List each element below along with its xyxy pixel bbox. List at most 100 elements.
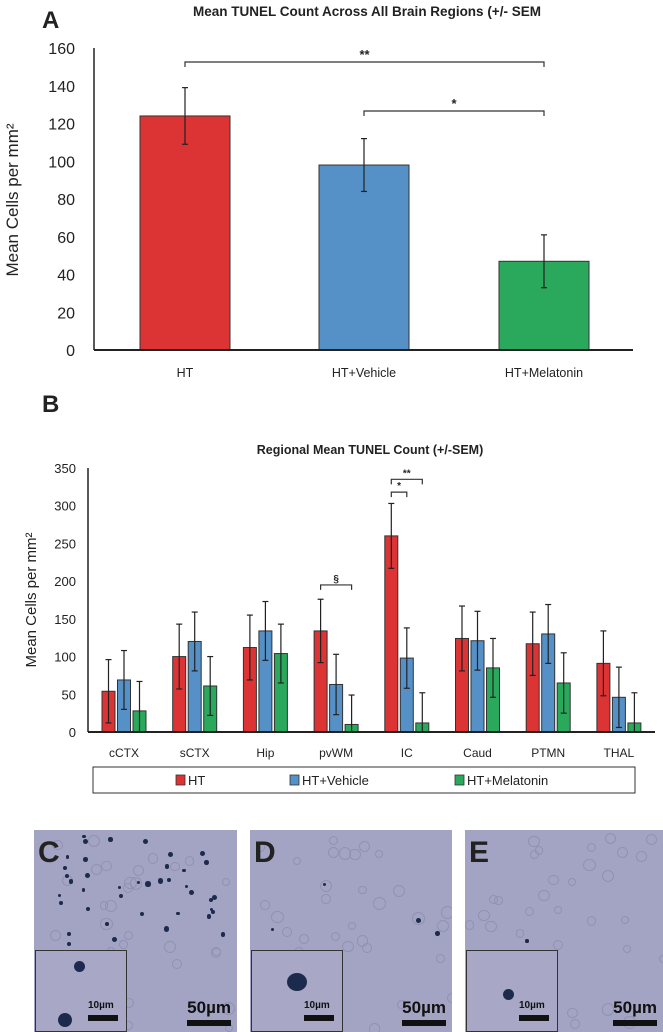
chart-b: 0 50 100 150 200 250 300 350 cCTX sCTX Hip pvWM IC Ca… <box>54 461 655 760</box>
x-tick-label: pvWM <box>319 746 353 760</box>
main-scale-label: 50µm <box>187 998 231 1017</box>
tunel-positive-cell <box>82 835 86 839</box>
significance-bracket <box>320 584 353 590</box>
legend-label: HT <box>188 773 205 788</box>
y-tick-label: 60 <box>57 230 75 247</box>
cell-outline <box>348 921 357 930</box>
chart-b-legend: HT HT+Vehicle HT+Melatonin <box>92 766 636 794</box>
cell-outline <box>602 870 615 883</box>
chart-a-title: Mean TUNEL Count Across All Brain Region… <box>193 4 541 19</box>
cell-outline <box>52 839 63 850</box>
cell-outline <box>375 849 384 858</box>
cell-outline <box>349 848 361 860</box>
cell-outline <box>358 885 367 894</box>
x-tick-label: Hip <box>256 746 274 760</box>
inset-scale-label: 10µm <box>519 1000 545 1011</box>
tunel-positive-cell <box>525 939 529 943</box>
cell-outline <box>524 907 534 917</box>
cell-outline <box>447 992 452 1003</box>
tunel-positive-cell <box>74 961 85 972</box>
micrograph-panel-c: C 10µm 50µm <box>34 830 237 1032</box>
significance-bracket-label: ** <box>403 468 411 479</box>
cell-outline <box>567 1008 578 1019</box>
cell-outline <box>569 1018 581 1030</box>
cell-outline <box>87 834 101 848</box>
y-tick-label: 40 <box>57 268 75 285</box>
tunel-positive-cell <box>83 857 88 862</box>
y-tick-label: 100 <box>54 650 76 665</box>
y-tick-label: 150 <box>54 612 76 627</box>
tunel-positive-cell <box>208 897 213 902</box>
charts: A Mean TUNEL Count Across All Brain Regi… <box>3 4 655 794</box>
y-tick-label: 50 <box>62 687 76 702</box>
cell-outline <box>331 931 341 942</box>
cell-outline <box>299 934 309 944</box>
panel-label: E <box>469 836 490 869</box>
cell-outline <box>184 856 194 866</box>
cell-outline <box>119 940 129 949</box>
inset-magnified: 10µm <box>251 950 343 1032</box>
legend-box <box>92 766 636 794</box>
cell-outline <box>319 879 333 893</box>
cell-outline <box>412 912 425 926</box>
tunel-positive-cell <box>85 907 90 912</box>
cell-outline <box>170 861 180 871</box>
chart-b-ylabel: Mean Cells per mm² <box>23 532 40 667</box>
cell-outline <box>99 917 113 931</box>
tunel-positive-cell <box>84 872 90 878</box>
cell-outline <box>601 1003 615 1016</box>
tunel-positive-cell <box>270 927 274 931</box>
main-scale-label: 50µm <box>613 998 657 1017</box>
tunel-positive-cell <box>105 921 109 926</box>
cell-outline <box>222 877 231 887</box>
x-tick-label: HT <box>177 366 194 380</box>
tunel-positive-cell <box>65 855 70 859</box>
cell-outline <box>123 882 134 894</box>
tunel-positive-cell <box>435 931 440 936</box>
cell-outline <box>441 906 452 919</box>
y-tick-label: 250 <box>54 536 76 551</box>
significance-bracket <box>390 491 408 498</box>
cell-outline <box>356 935 369 948</box>
cell-outline <box>515 929 525 938</box>
tunel-positive-cell <box>415 917 422 924</box>
tunel-positive-cell <box>108 837 113 842</box>
cell-outline <box>292 856 301 866</box>
cell-outline <box>49 929 61 941</box>
cell-outline <box>567 877 577 887</box>
cell-outline <box>548 874 559 886</box>
cell-outline <box>132 865 144 877</box>
tunel-positive-cell <box>83 839 89 845</box>
cell-outline <box>328 836 338 846</box>
significance-bracket <box>184 61 545 67</box>
bar-ht <box>139 115 231 351</box>
tunel-positive-cell <box>206 914 211 919</box>
tunel-positive-cell <box>145 881 151 887</box>
significance-bracket <box>390 478 423 485</box>
inset-scale-bar <box>88 1015 118 1021</box>
x-tick-label: PTMN <box>531 746 565 760</box>
cell-outline <box>616 846 629 859</box>
y-tick-label: 120 <box>48 117 75 134</box>
cell-outline <box>271 910 284 924</box>
cell-outline <box>255 842 266 852</box>
bar-ht-vehicle <box>318 164 410 351</box>
tunel-positive-cell <box>57 894 61 898</box>
tunel-positive-cell <box>204 860 210 865</box>
panel-label: D <box>254 836 276 869</box>
cell-outline <box>465 920 475 930</box>
tunel-positive-cell <box>167 851 174 858</box>
tunel-positive-cell <box>210 909 216 914</box>
y-tick-label: 160 <box>48 41 75 58</box>
cell-outline <box>189 1001 199 1012</box>
legend-swatch <box>289 774 300 786</box>
tunel-positive-cell <box>112 937 118 943</box>
tunel-positive-cell <box>140 912 145 917</box>
tunel-positive-cell <box>163 926 170 932</box>
y-tick-label: 300 <box>54 499 76 514</box>
inset-scale-label: 10µm <box>304 1000 330 1011</box>
tunel-positive-cell <box>136 880 140 884</box>
legend-label: HT+Vehicle <box>302 773 369 788</box>
cell-outline <box>260 900 270 910</box>
y-tick-label: 20 <box>57 305 75 322</box>
